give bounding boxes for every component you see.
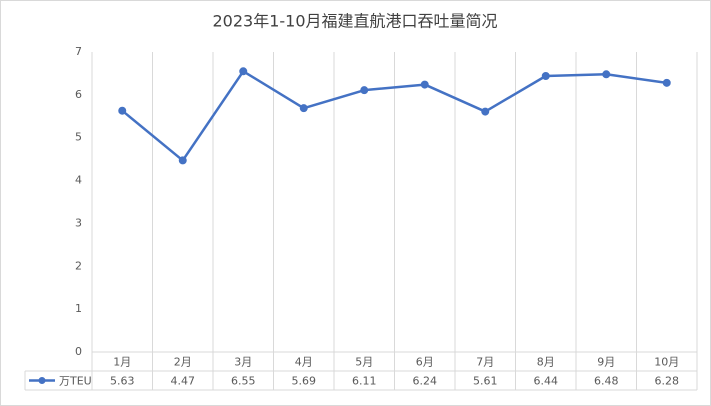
table-value: 6.55 — [231, 375, 256, 388]
point — [178, 156, 187, 165]
table-value: 4.47 — [171, 375, 196, 388]
table-value: 5.69 — [292, 375, 317, 388]
point — [662, 78, 671, 87]
table-value: 5.63 — [110, 375, 135, 388]
table-value: 5.61 — [473, 375, 498, 388]
legend-label: 万TEU — [59, 375, 92, 388]
x-tick-label: 6月 — [416, 356, 434, 369]
x-tick-label: 3月 — [234, 356, 252, 369]
y-tick-label: 5 — [75, 131, 82, 144]
y-tick-label: 2 — [75, 259, 82, 272]
y-tick-label: 4 — [75, 174, 82, 187]
y-tick-label: 0 — [75, 345, 82, 358]
table-value: 6.48 — [594, 375, 619, 388]
point — [420, 80, 429, 89]
table-value: 6.44 — [534, 375, 559, 388]
x-tick-label: 8月 — [537, 356, 555, 369]
point — [239, 67, 248, 76]
table-value: 6.24 — [413, 375, 438, 388]
point — [481, 107, 490, 116]
point — [602, 70, 611, 79]
y-tick-label: 1 — [75, 302, 82, 315]
x-tick-label: 9月 — [597, 356, 615, 369]
y-tick-label: 7 — [75, 45, 82, 58]
x-tick-label: 1月 — [113, 356, 131, 369]
x-tick-label: 4月 — [295, 356, 313, 369]
point — [360, 86, 369, 95]
y-tick-label: 3 — [75, 216, 82, 229]
table-value: 6.11 — [352, 375, 377, 388]
x-tick-label: 2月 — [174, 356, 192, 369]
point — [299, 104, 308, 113]
point — [541, 72, 550, 80]
legend-marker — [38, 377, 46, 384]
table-value: 6.28 — [655, 375, 680, 388]
chart-title: 2023年1-10月福建直航港口吞吐量简况 — [212, 12, 497, 31]
point — [118, 106, 127, 115]
x-tick-label: 5月 — [355, 356, 373, 369]
x-tick-label: 10月 — [654, 356, 679, 369]
series-line — [121, 70, 667, 162]
y-tick-label: 6 — [75, 88, 82, 101]
x-tick-label: 7月 — [476, 356, 494, 369]
